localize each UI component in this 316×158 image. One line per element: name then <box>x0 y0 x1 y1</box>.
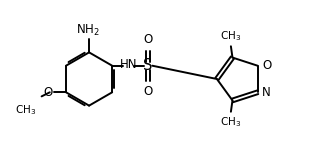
Text: HN: HN <box>120 58 137 71</box>
Text: NH$_2$: NH$_2$ <box>76 23 100 38</box>
Text: O: O <box>143 33 153 46</box>
Text: CH$_3$: CH$_3$ <box>220 115 241 129</box>
Text: O: O <box>143 85 153 98</box>
Text: N: N <box>262 86 271 99</box>
Text: S: S <box>143 58 153 73</box>
Text: CH$_3$: CH$_3$ <box>15 103 36 117</box>
Text: O: O <box>44 86 53 99</box>
Text: CH$_3$: CH$_3$ <box>220 29 241 43</box>
Text: O: O <box>262 59 271 72</box>
